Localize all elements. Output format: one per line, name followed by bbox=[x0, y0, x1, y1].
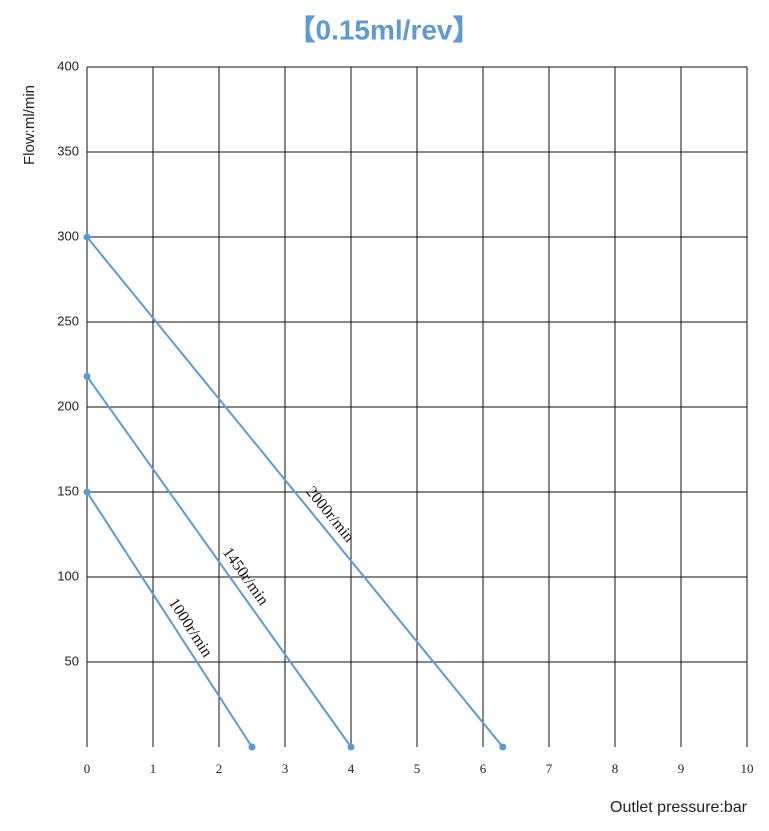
series-line bbox=[86, 236, 504, 748]
x-tick-label: 2 bbox=[216, 761, 223, 776]
y-tick-label: 100 bbox=[57, 568, 79, 583]
y-tick-label: 300 bbox=[57, 228, 79, 243]
y-tick-label: 400 bbox=[57, 58, 79, 73]
y-axis-label: Flow:ml/min bbox=[21, 85, 38, 165]
data-point bbox=[83, 488, 91, 496]
x-tick-label: 9 bbox=[678, 761, 685, 776]
x-tick-label: 10 bbox=[741, 761, 754, 776]
x-tick-label: 8 bbox=[612, 761, 619, 776]
x-tick-label: 0 bbox=[84, 761, 91, 776]
data-point bbox=[83, 372, 91, 380]
data-point bbox=[499, 743, 507, 751]
data-point bbox=[347, 743, 355, 751]
x-tick-label: 4 bbox=[348, 761, 355, 776]
y-tick-label: 50 bbox=[65, 653, 79, 668]
y-tick-label: 350 bbox=[57, 143, 79, 158]
y-tick-label: 150 bbox=[57, 483, 79, 498]
x-axis-label: Outlet pressure:bar bbox=[610, 799, 748, 816]
x-tick-label: 7 bbox=[546, 761, 553, 776]
x-tick-label: 1 bbox=[150, 761, 157, 776]
data-point bbox=[248, 743, 256, 751]
x-tick-label: 3 bbox=[282, 761, 289, 776]
y-tick-label: 250 bbox=[57, 313, 79, 328]
series-line bbox=[86, 491, 253, 748]
data-point bbox=[83, 233, 91, 241]
series-line bbox=[86, 375, 352, 748]
x-tick-label: 6 bbox=[480, 761, 487, 776]
y-tick-label: 200 bbox=[57, 398, 79, 413]
chart-title: 【0.15ml/rev】 bbox=[288, 14, 481, 45]
x-tick-label: 5 bbox=[414, 761, 421, 776]
